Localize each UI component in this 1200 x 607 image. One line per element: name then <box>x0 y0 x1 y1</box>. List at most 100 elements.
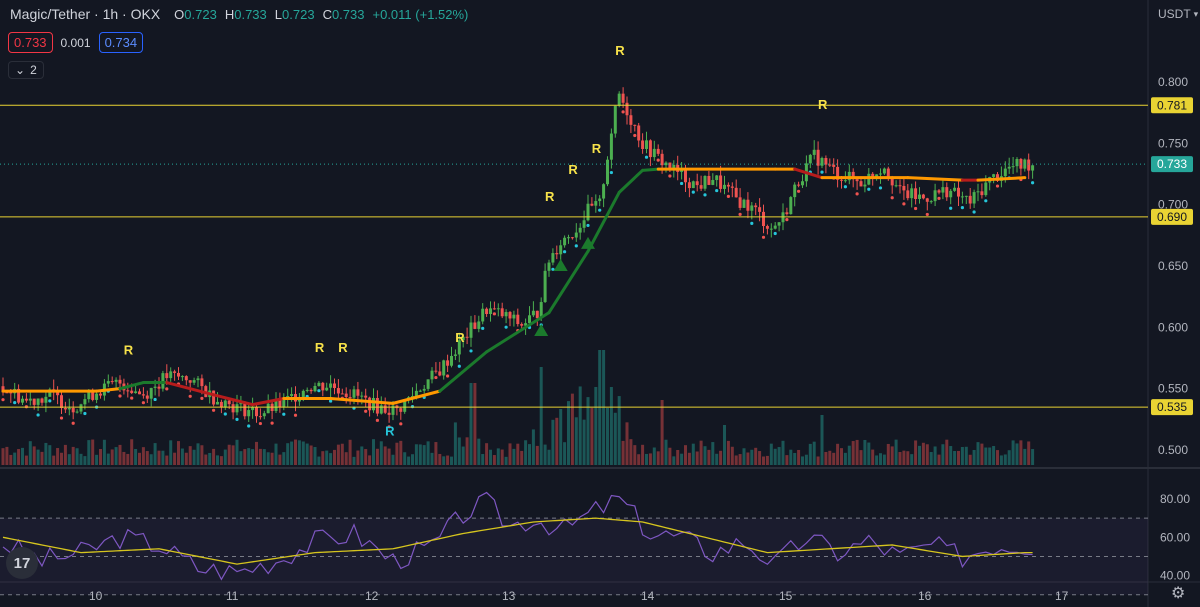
candle[interactable] <box>750 205 754 211</box>
candle[interactable] <box>996 174 999 181</box>
candle[interactable] <box>255 407 258 417</box>
candle[interactable] <box>746 199 750 211</box>
candle[interactable] <box>329 383 333 388</box>
symbol-title[interactable]: Magic/Tether · 1h · OKX <box>10 6 161 22</box>
candle[interactable] <box>921 194 925 199</box>
candle[interactable] <box>180 376 184 378</box>
candle[interactable] <box>63 408 67 410</box>
candle[interactable] <box>625 102 629 116</box>
candle[interactable] <box>352 389 356 398</box>
candle[interactable] <box>847 171 851 181</box>
candle[interactable] <box>715 175 719 181</box>
candle[interactable] <box>430 370 434 380</box>
candle[interactable] <box>219 401 223 408</box>
candle[interactable] <box>262 413 266 417</box>
candle[interactable] <box>871 173 875 178</box>
candle[interactable] <box>972 192 976 204</box>
candle[interactable] <box>56 391 60 396</box>
candle[interactable] <box>340 393 344 395</box>
candle[interactable] <box>586 203 590 221</box>
candle[interactable] <box>528 315 531 324</box>
candle[interactable] <box>500 308 504 317</box>
candle[interactable] <box>91 389 95 400</box>
candle[interactable] <box>290 394 294 396</box>
candle[interactable] <box>446 360 450 366</box>
candle[interactable] <box>504 312 508 317</box>
candle[interactable] <box>481 308 485 322</box>
candle[interactable] <box>902 185 906 191</box>
candle[interactable] <box>153 386 157 388</box>
candle[interactable] <box>360 395 364 397</box>
candle[interactable] <box>578 227 582 233</box>
candle[interactable] <box>1015 159 1019 167</box>
candle[interactable] <box>637 125 641 141</box>
candle[interactable] <box>442 360 446 376</box>
candle[interactable] <box>777 222 781 226</box>
candle[interactable] <box>953 187 957 191</box>
candle[interactable] <box>789 197 793 215</box>
candle[interactable] <box>648 140 652 158</box>
candle[interactable] <box>138 391 141 395</box>
candle[interactable] <box>516 314 520 325</box>
candle[interactable] <box>130 390 134 394</box>
candle[interactable] <box>325 387 329 391</box>
candle[interactable] <box>450 355 453 366</box>
candle[interactable] <box>555 253 559 255</box>
candle[interactable] <box>762 211 765 227</box>
candle[interactable] <box>629 115 633 125</box>
currency-selector[interactable]: USDT ▾ <box>1158 7 1198 21</box>
candle[interactable] <box>574 232 578 238</box>
candle[interactable] <box>134 391 138 394</box>
candle[interactable] <box>567 237 570 239</box>
candle[interactable] <box>169 371 173 379</box>
gear-icon[interactable]: ⚙ <box>1171 585 1186 602</box>
candle[interactable] <box>282 398 286 408</box>
candle[interactable] <box>531 310 535 316</box>
candle[interactable] <box>372 397 375 411</box>
candle[interactable] <box>945 187 949 198</box>
candle[interactable] <box>44 396 48 403</box>
candle[interactable] <box>886 168 890 178</box>
candle[interactable] <box>590 203 594 206</box>
candle[interactable] <box>301 390 305 398</box>
candle[interactable] <box>251 407 255 411</box>
candle[interactable] <box>535 310 539 319</box>
candle[interactable] <box>832 164 836 167</box>
candle[interactable] <box>836 166 840 180</box>
candle[interactable] <box>668 162 672 170</box>
candle[interactable] <box>477 321 481 329</box>
candle[interactable] <box>976 191 980 193</box>
candle[interactable] <box>898 185 902 187</box>
candle[interactable] <box>656 148 660 154</box>
candle[interactable] <box>742 199 746 208</box>
candle[interactable] <box>368 397 372 411</box>
candle[interactable] <box>687 182 691 189</box>
candle[interactable] <box>563 237 567 246</box>
candle[interactable] <box>1007 166 1011 169</box>
candle[interactable] <box>32 398 36 405</box>
candle[interactable] <box>403 400 407 412</box>
candle[interactable] <box>914 188 918 199</box>
candle[interactable] <box>894 185 898 187</box>
candle[interactable] <box>711 180 715 185</box>
candle[interactable] <box>957 187 960 197</box>
tradingview-logo-icon[interactable]: 17 <box>6 547 38 579</box>
candle[interactable] <box>769 228 773 230</box>
candle[interactable] <box>508 312 512 319</box>
candle[interactable] <box>469 322 473 338</box>
candle[interactable] <box>617 93 621 106</box>
candle[interactable] <box>438 371 442 376</box>
candle[interactable] <box>929 201 933 203</box>
candle[interactable] <box>512 314 516 319</box>
candle[interactable] <box>949 190 953 198</box>
candle[interactable] <box>730 186 734 188</box>
candle[interactable] <box>992 174 996 177</box>
candle[interactable] <box>645 140 648 149</box>
candle[interactable] <box>602 184 606 199</box>
candle[interactable] <box>664 162 668 166</box>
candle[interactable] <box>812 149 816 155</box>
candle[interactable] <box>793 184 797 198</box>
candle[interactable] <box>317 382 321 386</box>
candle[interactable] <box>941 187 945 193</box>
